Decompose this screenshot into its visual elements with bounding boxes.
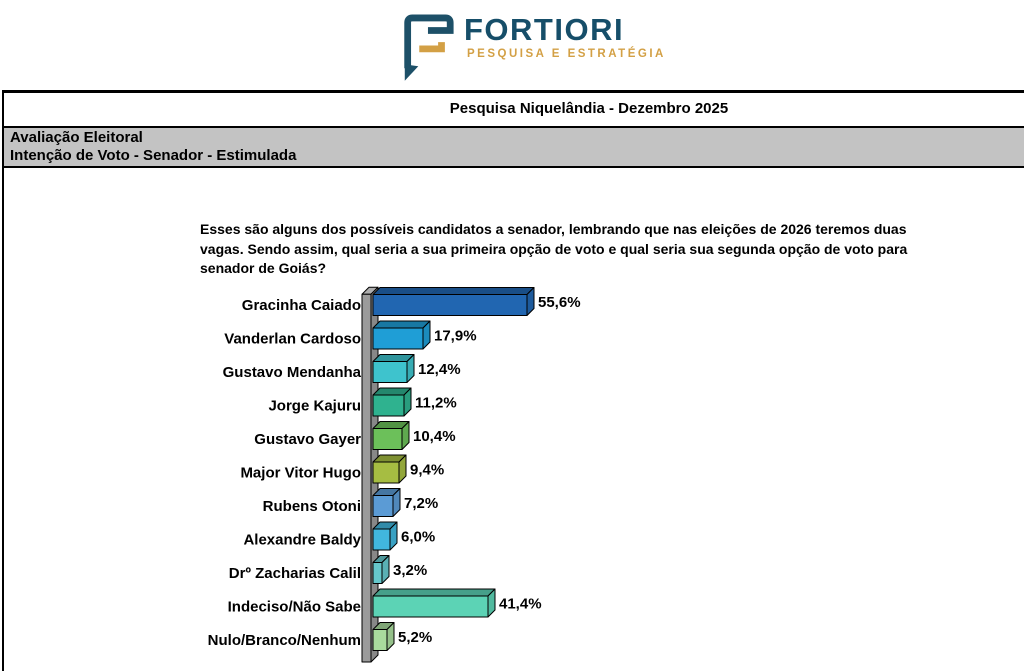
bar-row-nulo-branco-nenhum: Nulo/Branco/Nenhum 5,2%	[208, 622, 432, 651]
bar-row-vanderlan-cardoso: Vanderlan Cardoso 17,9%	[224, 320, 477, 350]
bar-front-face	[372, 327, 424, 350]
report-title: Pesquisa Niquelândia - Dezembro 2025	[449, 100, 729, 117]
category-label: Alexandre Baldy	[243, 532, 361, 549]
value-label: 17,9%	[434, 328, 477, 345]
section-line-2: Intenção de Voto - Senador - Estimulada	[10, 147, 297, 164]
bar-front-face	[372, 294, 528, 316]
bar-row-alexandre-baldy: Alexandre Baldy 6,0%	[243, 521, 435, 551]
bar-row-dr-zacharias-calil: Drº Zacharias Calil 3,2%	[229, 555, 427, 584]
value-label: 3,2%	[393, 562, 427, 579]
value-label: 7,2%	[404, 495, 438, 512]
value-label: 10,4%	[413, 428, 456, 445]
value-label: 12,4%	[418, 361, 461, 378]
fortiori-logo-icon	[404, 14, 454, 81]
bar-row-gustavo-mendanha: Gustavo Mendanha 12,4%	[223, 354, 461, 383]
category-label: Nulo/Branco/Nenhum	[208, 632, 361, 649]
brand-name: FORTIORI	[464, 12, 625, 47]
value-label: 55,6%	[538, 294, 581, 311]
axis-wall-front	[361, 293, 372, 663]
bar-row-indeciso-n-o-sabe: Indeciso/Não Sabe 41,4%	[228, 588, 542, 618]
value-label: 41,4%	[499, 596, 542, 613]
category-label: Rubens Otoni	[263, 498, 361, 515]
category-label: Indeciso/Não Sabe	[228, 599, 361, 616]
category-label: Jorge Kajuru	[268, 398, 361, 415]
bar-front-face	[372, 461, 400, 484]
bar-front-face	[372, 428, 403, 450]
bar-row-major-vitor-hugo: Major Vitor Hugo 9,4%	[240, 454, 444, 484]
bar-front-face	[372, 394, 405, 417]
bar-top-face	[372, 320, 431, 329]
brand-tagline: PESQUISA E ESTRATÉGIA	[467, 48, 666, 60]
logo-text: FORTIORI PESQUISA E ESTRATÉGIA	[464, 12, 666, 61]
bar-front-face	[372, 595, 489, 618]
bar-front-face	[372, 562, 383, 584]
bar-top-face	[372, 588, 496, 597]
bar-row-gustavo-gayer: Gustavo Gayer 10,4%	[254, 421, 456, 450]
category-label: Drº Zacharias Calil	[229, 565, 361, 582]
bar-row-rubens-otoni: Rubens Otoni 7,2%	[263, 488, 438, 517]
bar-top-face	[372, 287, 535, 295]
bar-front-face	[372, 528, 391, 551]
category-label: Gracinha Caiado	[242, 297, 361, 314]
value-label: 5,2%	[398, 629, 432, 646]
bar-front-face	[372, 629, 388, 651]
report-frame: Pesquisa Niquelândia - Dezembro 2025 Ava…	[2, 90, 1024, 671]
category-label: Major Vitor Hugo	[240, 465, 361, 482]
bar-front-face	[372, 361, 408, 383]
value-label: 9,4%	[410, 462, 444, 479]
bar-front-face	[372, 495, 394, 517]
category-label: Gustavo Gayer	[254, 431, 361, 448]
bar-row-gracinha-caiado: Gracinha Caiado 55,6%	[242, 287, 581, 316]
section-line-1: Avaliação Eleitoral	[10, 129, 143, 146]
value-label: 6,0%	[401, 529, 435, 546]
section-header: Avaliação Eleitoral Intenção de Voto - S…	[2, 126, 1024, 168]
bar-row-jorge-kajuru: Jorge Kajuru 11,2%	[268, 387, 457, 417]
category-label: Vanderlan Cardoso	[224, 331, 361, 348]
question-text: Esses são alguns dos possíveis candidato…	[200, 221, 908, 276]
category-label: Gustavo Mendanha	[223, 364, 362, 381]
fortiori-logo: FORTIORI PESQUISA E ESTRATÉGIA	[398, 8, 666, 82]
value-label: 11,2%	[415, 395, 457, 412]
